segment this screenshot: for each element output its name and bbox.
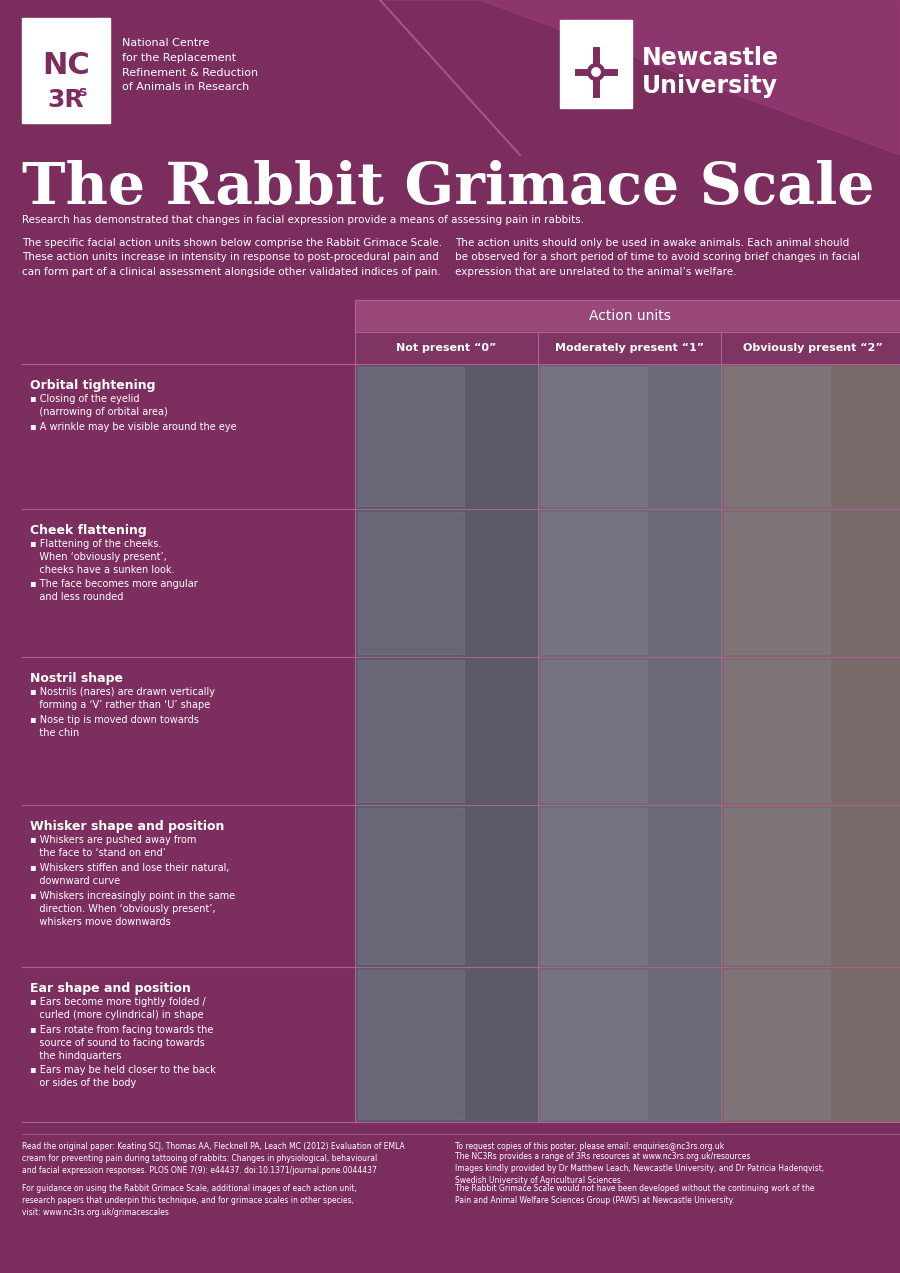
Bar bbox=[541, 659, 647, 802]
Bar bbox=[356, 658, 537, 805]
Bar bbox=[356, 510, 537, 656]
Text: ▪ Whiskers increasingly point in the same
   direction. When ‘obviously present’: ▪ Whiskers increasingly point in the sam… bbox=[30, 891, 235, 928]
Text: NC: NC bbox=[42, 51, 90, 80]
Text: Obviously present “2”: Obviously present “2” bbox=[742, 342, 882, 353]
Bar bbox=[722, 365, 900, 508]
Circle shape bbox=[589, 65, 603, 79]
Text: ▪ Closing of the eyelid
   (narrowing of orbital area): ▪ Closing of the eyelid (narrowing of or… bbox=[30, 395, 167, 418]
Text: The Rabbit Grimace Scale: The Rabbit Grimace Scale bbox=[22, 160, 875, 216]
Bar bbox=[722, 510, 900, 656]
Bar bbox=[724, 512, 830, 654]
Text: ▪ Nose tip is moved down towards
   the chin: ▪ Nose tip is moved down towards the chi… bbox=[30, 715, 199, 738]
Text: Not present “0”: Not present “0” bbox=[396, 342, 497, 353]
Text: Ear shape and position: Ear shape and position bbox=[30, 981, 191, 995]
Text: Action units: Action units bbox=[589, 309, 670, 323]
Text: Images kindly provided by Dr Matthew Leach, Newcastle University, and Dr Patrici: Images kindly provided by Dr Matthew Lea… bbox=[455, 1164, 824, 1185]
Bar bbox=[539, 365, 720, 508]
Bar bbox=[539, 967, 720, 1122]
Bar bbox=[358, 970, 464, 1119]
Text: Research has demonstrated that changes in facial expression provide a means of a: Research has demonstrated that changes i… bbox=[22, 215, 584, 225]
Bar bbox=[356, 967, 537, 1122]
Text: ▪ Ears may be held closer to the back
   or sides of the body: ▪ Ears may be held closer to the back or… bbox=[30, 1066, 216, 1088]
Bar bbox=[539, 806, 720, 966]
Bar bbox=[22, 967, 355, 1122]
Text: National Centre
for the Replacement
Refinement & Reduction
of Animals in Researc: National Centre for the Replacement Refi… bbox=[122, 38, 258, 93]
Text: Newcastle
University: Newcastle University bbox=[642, 46, 779, 98]
Text: ▪ A wrinkle may be visible around the eye: ▪ A wrinkle may be visible around the ey… bbox=[30, 423, 237, 432]
Bar bbox=[22, 657, 355, 805]
Bar bbox=[724, 808, 830, 964]
Bar bbox=[355, 300, 900, 332]
Polygon shape bbox=[380, 0, 900, 155]
Bar bbox=[722, 806, 900, 966]
Bar bbox=[358, 512, 464, 654]
Bar bbox=[22, 509, 355, 657]
Bar bbox=[560, 20, 632, 108]
Bar bbox=[22, 805, 355, 967]
Text: The action units should only be used in awake animals. Each animal should
be obs: The action units should only be used in … bbox=[455, 238, 860, 276]
Bar bbox=[356, 365, 537, 508]
Text: Nostril shape: Nostril shape bbox=[30, 672, 123, 685]
Text: ▪ The face becomes more angular
   and less rounded: ▪ The face becomes more angular and less… bbox=[30, 579, 198, 602]
Bar bbox=[22, 18, 110, 123]
Text: Cheek flattening: Cheek flattening bbox=[30, 524, 147, 537]
Text: s: s bbox=[78, 85, 86, 99]
Bar bbox=[722, 658, 900, 805]
Text: ▪ Nostrils (nares) are drawn vertically
   forming a ‘V’ rather than ‘U’ shape: ▪ Nostrils (nares) are drawn vertically … bbox=[30, 687, 215, 710]
Bar bbox=[724, 659, 830, 802]
Bar bbox=[541, 367, 647, 505]
Bar bbox=[538, 332, 721, 364]
Text: 3R: 3R bbox=[48, 88, 85, 112]
Bar bbox=[22, 364, 355, 509]
Bar bbox=[358, 808, 464, 964]
Text: ▪ Whiskers stiffen and lose their natural,
   downward curve: ▪ Whiskers stiffen and lose their natura… bbox=[30, 863, 230, 886]
Bar bbox=[539, 510, 720, 656]
Text: Whisker shape and position: Whisker shape and position bbox=[30, 820, 224, 833]
Bar bbox=[539, 658, 720, 805]
Text: Moderately present “1”: Moderately present “1” bbox=[555, 342, 704, 353]
Bar bbox=[724, 367, 830, 505]
Text: ▪ Flattening of the cheeks.
   When ‘obviously present’,
   cheeks have a sunken: ▪ Flattening of the cheeks. When ‘obviou… bbox=[30, 538, 175, 575]
Bar bbox=[358, 367, 464, 505]
Bar bbox=[541, 808, 647, 964]
Bar bbox=[541, 970, 647, 1119]
Text: The Rabbit Grimace Scale would not have been developed without the continuing wo: The Rabbit Grimace Scale would not have … bbox=[455, 1184, 814, 1206]
Bar bbox=[722, 967, 900, 1122]
Bar bbox=[358, 659, 464, 802]
Text: ▪ Ears rotate from facing towards the
   source of sound to facing towards
   th: ▪ Ears rotate from facing towards the so… bbox=[30, 1025, 213, 1062]
Bar bbox=[355, 332, 538, 364]
Text: The NC3Rs provides a range of 3Rs resources at www.nc3rs.org.uk/resources: The NC3Rs provides a range of 3Rs resour… bbox=[455, 1152, 751, 1161]
Text: The specific facial action units shown below comprise the Rabbit Grimace Scale.
: The specific facial action units shown b… bbox=[22, 238, 442, 276]
Bar bbox=[721, 332, 900, 364]
Bar bbox=[356, 806, 537, 966]
Text: ▪ Ears become more tightly folded /
   curled (more cylindrical) in shape: ▪ Ears become more tightly folded / curl… bbox=[30, 997, 205, 1020]
Text: ▪ Whiskers are pushed away from
   the face to ‘stand on end’: ▪ Whiskers are pushed away from the face… bbox=[30, 835, 196, 858]
Text: For guidance on using the Rabbit Grimace Scale, additional images of each action: For guidance on using the Rabbit Grimace… bbox=[22, 1184, 357, 1217]
Text: To request copies of this poster, please email: enquiries@nc3rs.org.uk: To request copies of this poster, please… bbox=[455, 1142, 724, 1151]
Bar bbox=[724, 970, 830, 1119]
Text: Read the original paper: Keating SCJ, Thomas AA, Flecknell PA, Leach MC (2012) E: Read the original paper: Keating SCJ, Th… bbox=[22, 1142, 405, 1175]
Text: Orbital tightening: Orbital tightening bbox=[30, 379, 156, 392]
Bar bbox=[541, 512, 647, 654]
